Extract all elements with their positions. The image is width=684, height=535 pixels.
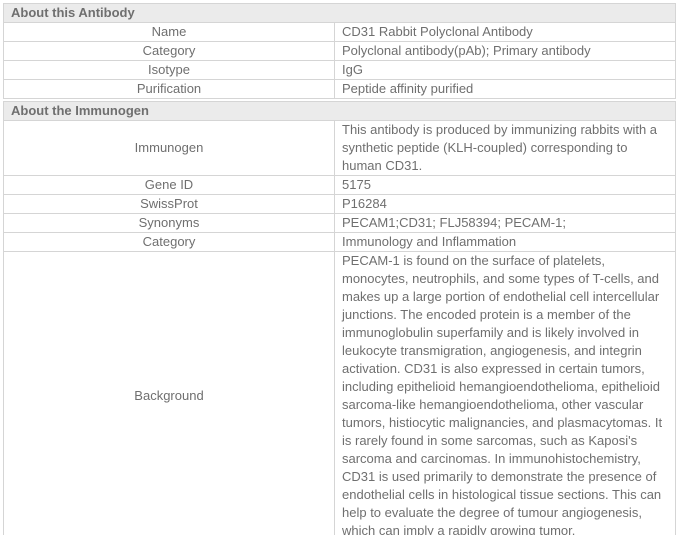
row-value: PECAM-1 is found on the surface of plate…	[334, 251, 676, 535]
row-label: Background	[3, 251, 335, 535]
row-label: Isotype	[3, 60, 335, 80]
table-row: Immunogen This antibody is produced by i…	[3, 120, 676, 176]
row-value: Polyclonal antibody(pAb); Primary antibo…	[334, 41, 676, 61]
row-value: 5175	[334, 175, 676, 195]
table-row: Category Polyclonal antibody(pAb); Prima…	[3, 41, 676, 61]
row-label: Synonyms	[3, 213, 335, 233]
section-title: About this Antibody	[3, 3, 676, 23]
table-row: Category Immunology and Inflammation	[3, 232, 676, 252]
row-label: Category	[3, 41, 335, 61]
row-value: Peptide affinity purified	[334, 79, 676, 99]
row-label: Purification	[3, 79, 335, 99]
row-value: This antibody is produced by immunizing …	[334, 120, 676, 176]
table-row: Isotype IgG	[3, 60, 676, 80]
section-header-row: About this Antibody	[3, 3, 676, 23]
row-value: Immunology and Inflammation	[334, 232, 676, 252]
row-value: IgG	[334, 60, 676, 80]
table-row: Name CD31 Rabbit Polyclonal Antibody	[3, 22, 676, 42]
row-label: Gene ID	[3, 175, 335, 195]
row-value: PECAM1;CD31; FLJ58394; PECAM-1;	[334, 213, 676, 233]
row-value: CD31 Rabbit Polyclonal Antibody	[334, 22, 676, 42]
about-immunogen-table: About the Immunogen Immunogen This antib…	[3, 101, 676, 535]
about-antibody-table: About this Antibody Name CD31 Rabbit Pol…	[3, 3, 676, 99]
table-row: SwissProt P16284	[3, 194, 676, 214]
section-title: About the Immunogen	[3, 101, 676, 121]
section-header-row: About the Immunogen	[3, 101, 676, 121]
row-label: SwissProt	[3, 194, 335, 214]
table-row: Purification Peptide affinity purified	[3, 79, 676, 99]
row-label: Category	[3, 232, 335, 252]
row-value: P16284	[334, 194, 676, 214]
row-label: Name	[3, 22, 335, 42]
table-row: Background PECAM-1 is found on the surfa…	[3, 251, 676, 535]
table-row: Synonyms PECAM1;CD31; FLJ58394; PECAM-1;	[3, 213, 676, 233]
row-label: Immunogen	[3, 120, 335, 176]
table-row: Gene ID 5175	[3, 175, 676, 195]
